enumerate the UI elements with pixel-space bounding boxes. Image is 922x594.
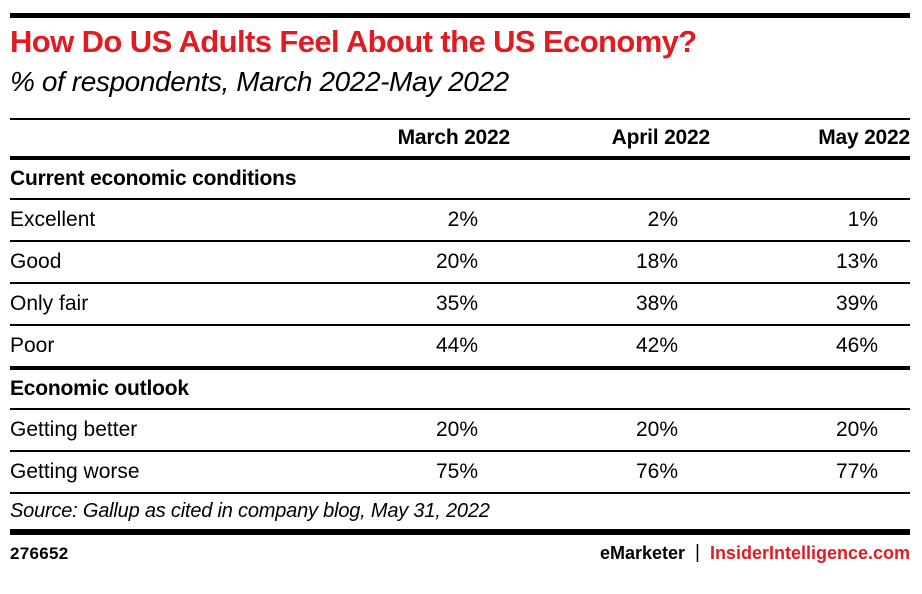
row-value-may: 1% [847, 208, 878, 231]
brand-separator: | [695, 541, 700, 563]
brand-lockup: eMarketer | InsiderIntelligence.com [599, 541, 910, 565]
row-value-march: 44% [435, 334, 478, 357]
row-label: Getting worse [10, 460, 140, 483]
row-value-april: 42% [635, 334, 678, 357]
row-value-march: 2% [447, 208, 478, 231]
brand-emarketer: eMarketer [599, 543, 685, 563]
column-header-may: May 2022 [818, 126, 910, 149]
section-label: Economic outlook [10, 377, 189, 400]
source-row: Source: Gallup as cited in company blog,… [10, 492, 910, 529]
row-value-may: 46% [835, 334, 878, 357]
row-value-march: 35% [435, 292, 478, 315]
table-row-only-fair: Only fair 35% 38% 39% [10, 282, 910, 324]
row-value-march: 75% [435, 460, 478, 483]
section-row-current-conditions: Current economic conditions [10, 156, 910, 198]
row-label: Excellent [10, 208, 96, 231]
row-value-march: 20% [435, 250, 478, 273]
row-label: Getting better [10, 418, 138, 441]
page-subtitle: % of respondents, March 2022-May 2022 [10, 66, 509, 97]
row-value-march: 20% [435, 418, 478, 441]
table-row-poor: Poor 44% 42% 46% [10, 324, 910, 366]
table-row-getting-better: Getting better 20% 20% 20% [10, 408, 910, 450]
brand-insider-intelligence-url: InsiderIntelligence.com [709, 543, 910, 563]
column-header-march: March 2022 [397, 126, 511, 149]
top-rule [10, 13, 910, 18]
column-header-april: April 2022 [611, 126, 711, 149]
row-value-may: 77% [835, 460, 878, 483]
row-value-may: 39% [835, 292, 878, 315]
table-row-getting-worse: Getting worse 75% 76% 77% [10, 450, 910, 492]
row-label: Only fair [10, 292, 89, 315]
row-value-april: 38% [635, 292, 678, 315]
bottom-rule [10, 529, 910, 535]
row-value-april: 2% [647, 208, 678, 231]
row-value-april: 18% [635, 250, 678, 273]
table-row-excellent: Excellent 2% 2% 1% [10, 198, 910, 240]
column-header-row: March 2022 April 2022 May 2022 [10, 120, 911, 156]
section-label: Current economic conditions [10, 167, 297, 190]
row-value-april: 20% [635, 418, 678, 441]
data-table: March 2022 April 2022 May 2022 Current e… [10, 118, 910, 529]
row-value-may: 13% [835, 250, 878, 273]
page-title: How Do US Adults Feel About the US Econo… [10, 24, 697, 59]
footer: 276652 eMarketer | InsiderIntelligence.c… [10, 535, 910, 572]
row-label: Poor [10, 334, 55, 357]
source-note: Source: Gallup as cited in company blog,… [10, 500, 490, 522]
section-row-economic-outlook: Economic outlook [10, 366, 910, 408]
row-label: Good [10, 250, 62, 273]
row-value-may: 20% [835, 418, 878, 441]
chart-id: 276652 [10, 543, 69, 563]
table-row-good: Good 20% 18% 13% [10, 240, 910, 282]
row-value-april: 76% [635, 460, 678, 483]
